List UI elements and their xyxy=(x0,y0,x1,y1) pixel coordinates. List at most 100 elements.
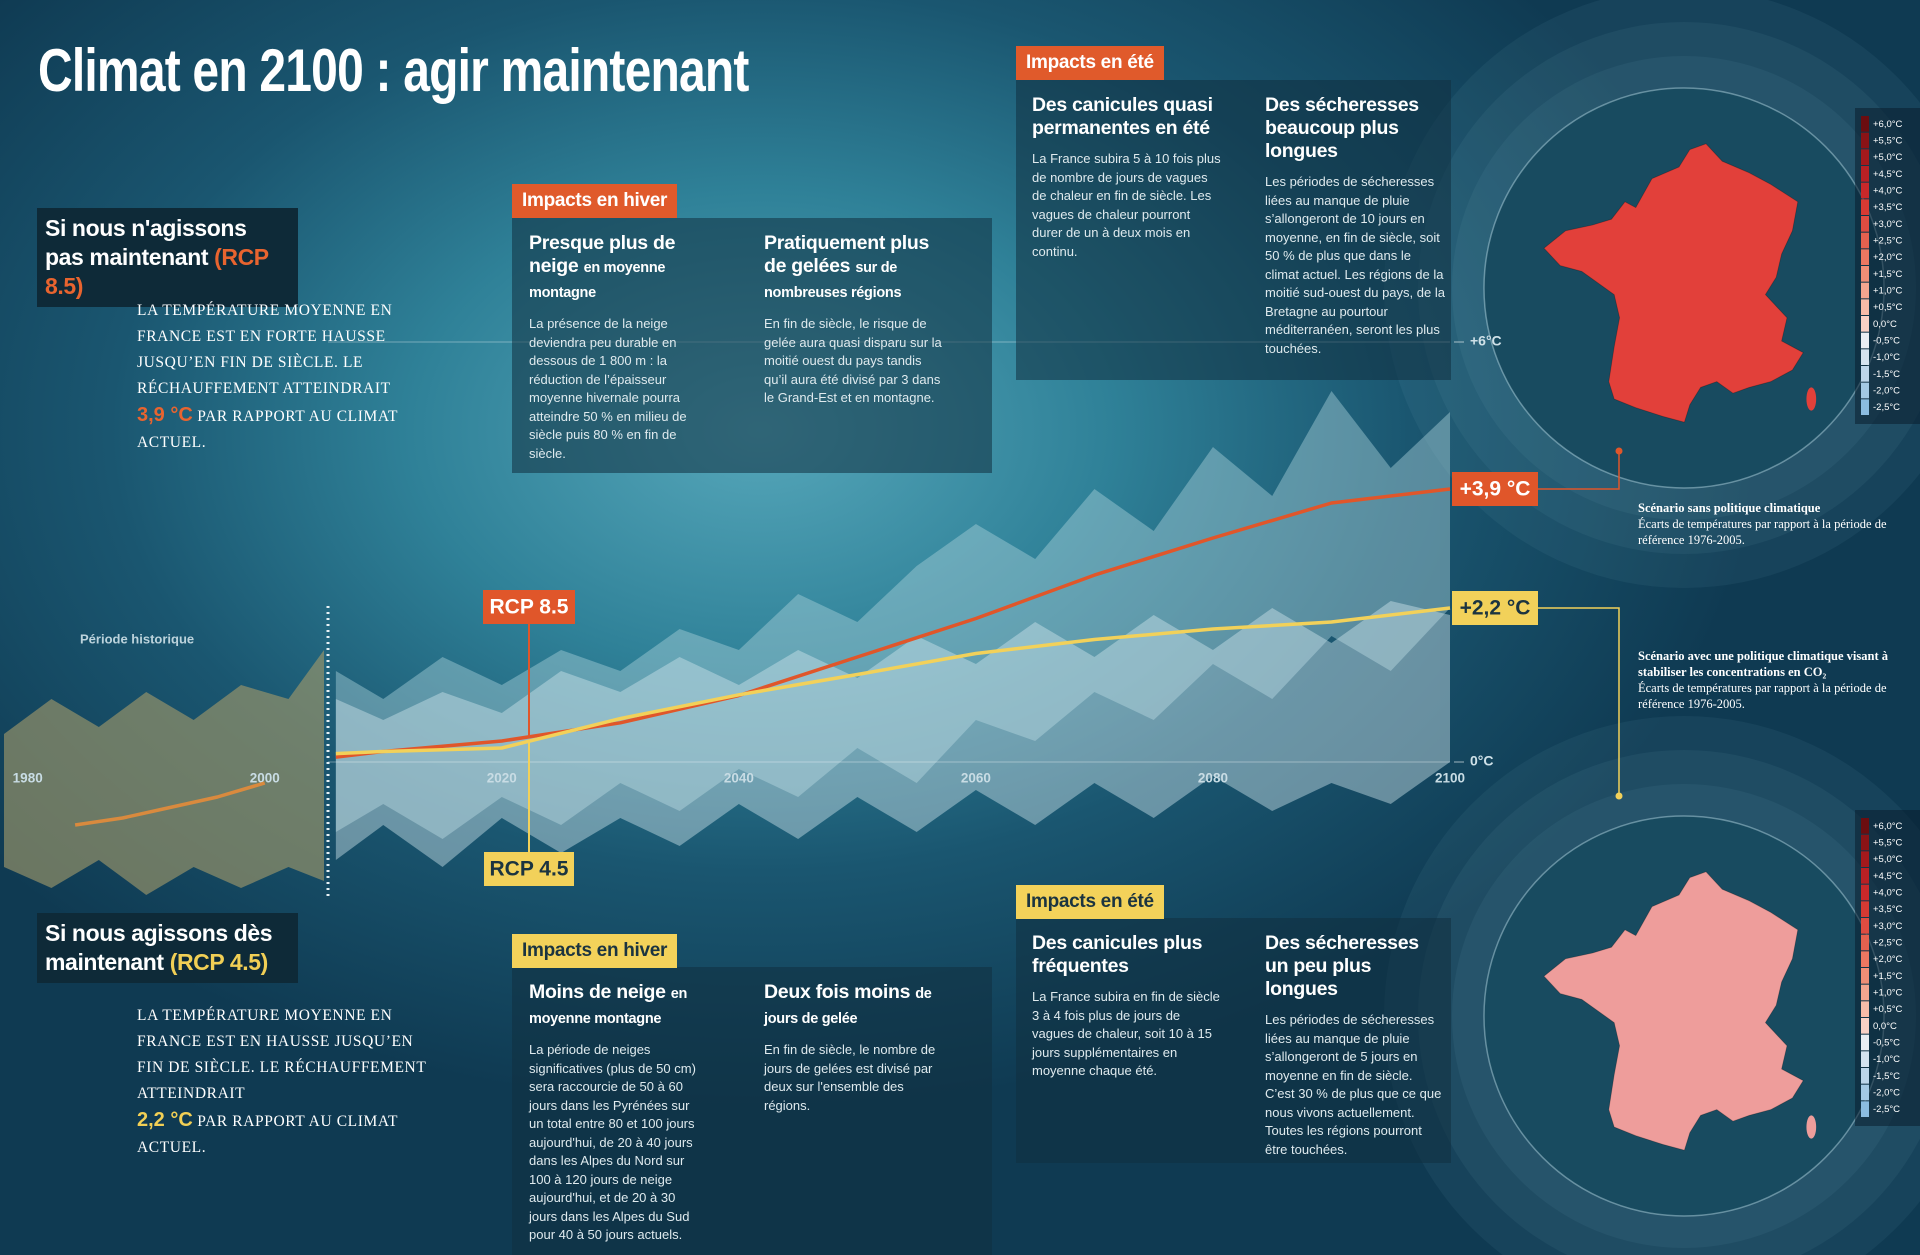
scale-swatch xyxy=(1861,182,1869,199)
leader-line xyxy=(1538,451,1620,490)
panel-background xyxy=(1016,80,1451,380)
item-body: En fin de siècle, le risque de gelée aur… xyxy=(764,316,942,405)
scale-label: +5,0°C xyxy=(1873,152,1903,163)
leader-dot xyxy=(1615,792,1623,800)
item-title-text: Des sécheresses un peu plus longues xyxy=(1265,932,1419,1000)
scale-label: +2,5°C xyxy=(1873,938,1903,949)
scale-label: +3,5°C xyxy=(1873,202,1903,213)
scale-swatch xyxy=(1861,249,1869,265)
leader-line xyxy=(1538,607,1620,796)
panel-background xyxy=(512,967,992,1255)
scale-label: -1,0°C xyxy=(1873,1054,1900,1065)
scale-label: +2,0°C xyxy=(1873,954,1903,965)
scale-label: +1,0°C xyxy=(1873,988,1903,999)
text: PAR RAPPORT AU CLIMAT ACTUEL. xyxy=(137,408,398,451)
panel-label: Impacts en hiver xyxy=(512,184,678,218)
scale-label: +0,5°C xyxy=(1873,1004,1903,1015)
scale-swatch xyxy=(1861,349,1869,365)
scale-swatch xyxy=(1861,166,1869,182)
item-title: Moins de neige en moyenne montagne xyxy=(529,981,707,1031)
item-title-text: Moins de neige xyxy=(529,981,666,1003)
france-map xyxy=(1543,143,1817,423)
item-title: Des canicules quasi permanentes en été xyxy=(1032,94,1222,140)
panel-background xyxy=(1016,918,1451,1163)
france-shape xyxy=(1543,143,1804,423)
item-title-text: Presque plus de neige xyxy=(529,232,676,277)
scale-label: +6,0°C xyxy=(1873,119,1903,130)
item-title: Pratiquement plus de gelées sur de nombr… xyxy=(764,232,944,305)
scale-label: +0,5°C xyxy=(1873,302,1903,313)
highlight: 2,2 °C xyxy=(137,1109,193,1131)
france-shape xyxy=(1543,871,1804,1151)
impact-item: Des sécheresses beaucoup plus longues Les… xyxy=(1265,94,1445,358)
scale-swatch xyxy=(1861,934,1869,951)
scale-label: +4,0°C xyxy=(1873,888,1903,899)
scale-label: +3,5°C xyxy=(1873,904,1903,915)
item-title: Des sécheresses beaucoup plus longues xyxy=(1265,94,1445,163)
scale-label: +5,5°C xyxy=(1873,838,1903,849)
scale-label: +3,0°C xyxy=(1873,921,1903,932)
value-label-box xyxy=(1452,591,1538,625)
scale-label: +2,5°C xyxy=(1873,236,1903,247)
highlight: 3,9 °C xyxy=(137,404,193,426)
range-band xyxy=(335,391,1450,839)
scale-swatch xyxy=(1861,1018,1869,1034)
item-title-text: Deux fois moins xyxy=(764,981,911,1003)
item-body: Les périodes de sécheresses liées au man… xyxy=(1265,174,1445,356)
scale-label: -0,5°C xyxy=(1873,1038,1900,1049)
panel-label: Impacts en été xyxy=(1016,46,1164,80)
item-title-text: Des canicules quasi permanentes en été xyxy=(1032,94,1213,139)
scale-swatch xyxy=(1861,818,1869,834)
panel-label: Impacts en été xyxy=(1016,885,1164,919)
text: PAR RAPPORT AU CLIMAT ACTUEL. xyxy=(137,1113,398,1156)
scale-swatch xyxy=(1861,1001,1869,1017)
heading-text: Si nous agissons dès maintenant xyxy=(45,920,273,975)
item-body: La période de neiges significatives (plu… xyxy=(529,1042,696,1242)
scale-label: -2,0°C xyxy=(1873,386,1900,397)
caption-title: Scénario avec une politique climatique v… xyxy=(1638,649,1888,679)
y-tick-label: 0°C xyxy=(1470,753,1494,769)
scale-label: +4,0°C xyxy=(1873,186,1903,197)
scale-label: +1,5°C xyxy=(1873,269,1903,280)
x-tick-label: 2060 xyxy=(961,771,991,786)
range-band xyxy=(335,601,1450,867)
scale-swatch xyxy=(1861,382,1869,399)
scale-label: -2,0°C xyxy=(1873,1088,1900,1099)
scale-swatch xyxy=(1861,216,1869,232)
caption-text: Écarts de températures par rapport à la … xyxy=(1638,517,1887,547)
scale-label: -2,5°C xyxy=(1873,1104,1900,1115)
impact-item: Des canicules plus fréquentes La France s… xyxy=(1032,932,1222,1081)
scale-label: +5,0°C xyxy=(1873,854,1903,865)
scale-label: +1,0°C xyxy=(1873,286,1903,297)
item-body: La France subira 5 à 10 fois plus de nom… xyxy=(1032,151,1221,259)
series-line xyxy=(335,487,1451,759)
scale-swatch xyxy=(1861,199,1869,215)
map-caption: Scénario avec une politique climatique v… xyxy=(1638,648,1893,712)
scale-swatch xyxy=(1861,868,1869,884)
item-title-small: sur de nombreuses régions xyxy=(764,260,902,301)
scale-swatch xyxy=(1861,851,1869,867)
item-body: La présence de la neige deviendra peu du… xyxy=(529,316,687,461)
series-label-box xyxy=(484,852,574,886)
x-tick-label: 2100 xyxy=(1435,771,1465,786)
page-title: Climat en 2100 : agir maintenant xyxy=(38,37,749,104)
heading-text: Si nous n'agissons pas maintenant xyxy=(45,215,247,270)
item-title-small: de jours de gelée xyxy=(764,986,932,1027)
item-body: Les périodes de sécheresses liées au man… xyxy=(1265,1012,1442,1157)
item-title: Des sécheresses un peu plus longues xyxy=(1265,932,1445,1001)
scenario-heading: Si nous n'agissons pas maintenant (RCP 8… xyxy=(37,208,298,307)
heading-tag: (RCP 8.5) xyxy=(45,244,269,299)
item-title-text: Des canicules plus fréquentes xyxy=(1032,932,1203,977)
series-label: RCP 4.5 xyxy=(490,858,569,881)
corsica xyxy=(1806,1115,1817,1139)
scale-swatch xyxy=(1861,901,1869,917)
scale-swatch xyxy=(1861,918,1869,934)
item-title-text: Des sécheresses beaucoup plus longues xyxy=(1265,94,1419,162)
scale-swatch xyxy=(1861,399,1869,415)
scale-swatch xyxy=(1861,1051,1869,1067)
item-title: Deux fois moins de jours de gelée xyxy=(764,981,944,1031)
leader-dot xyxy=(1615,447,1623,455)
scenario-text: LA TEMPÉRATURE MOYENNE EN FRANCE EST EN … xyxy=(137,298,437,456)
scale-swatch xyxy=(1861,282,1869,299)
